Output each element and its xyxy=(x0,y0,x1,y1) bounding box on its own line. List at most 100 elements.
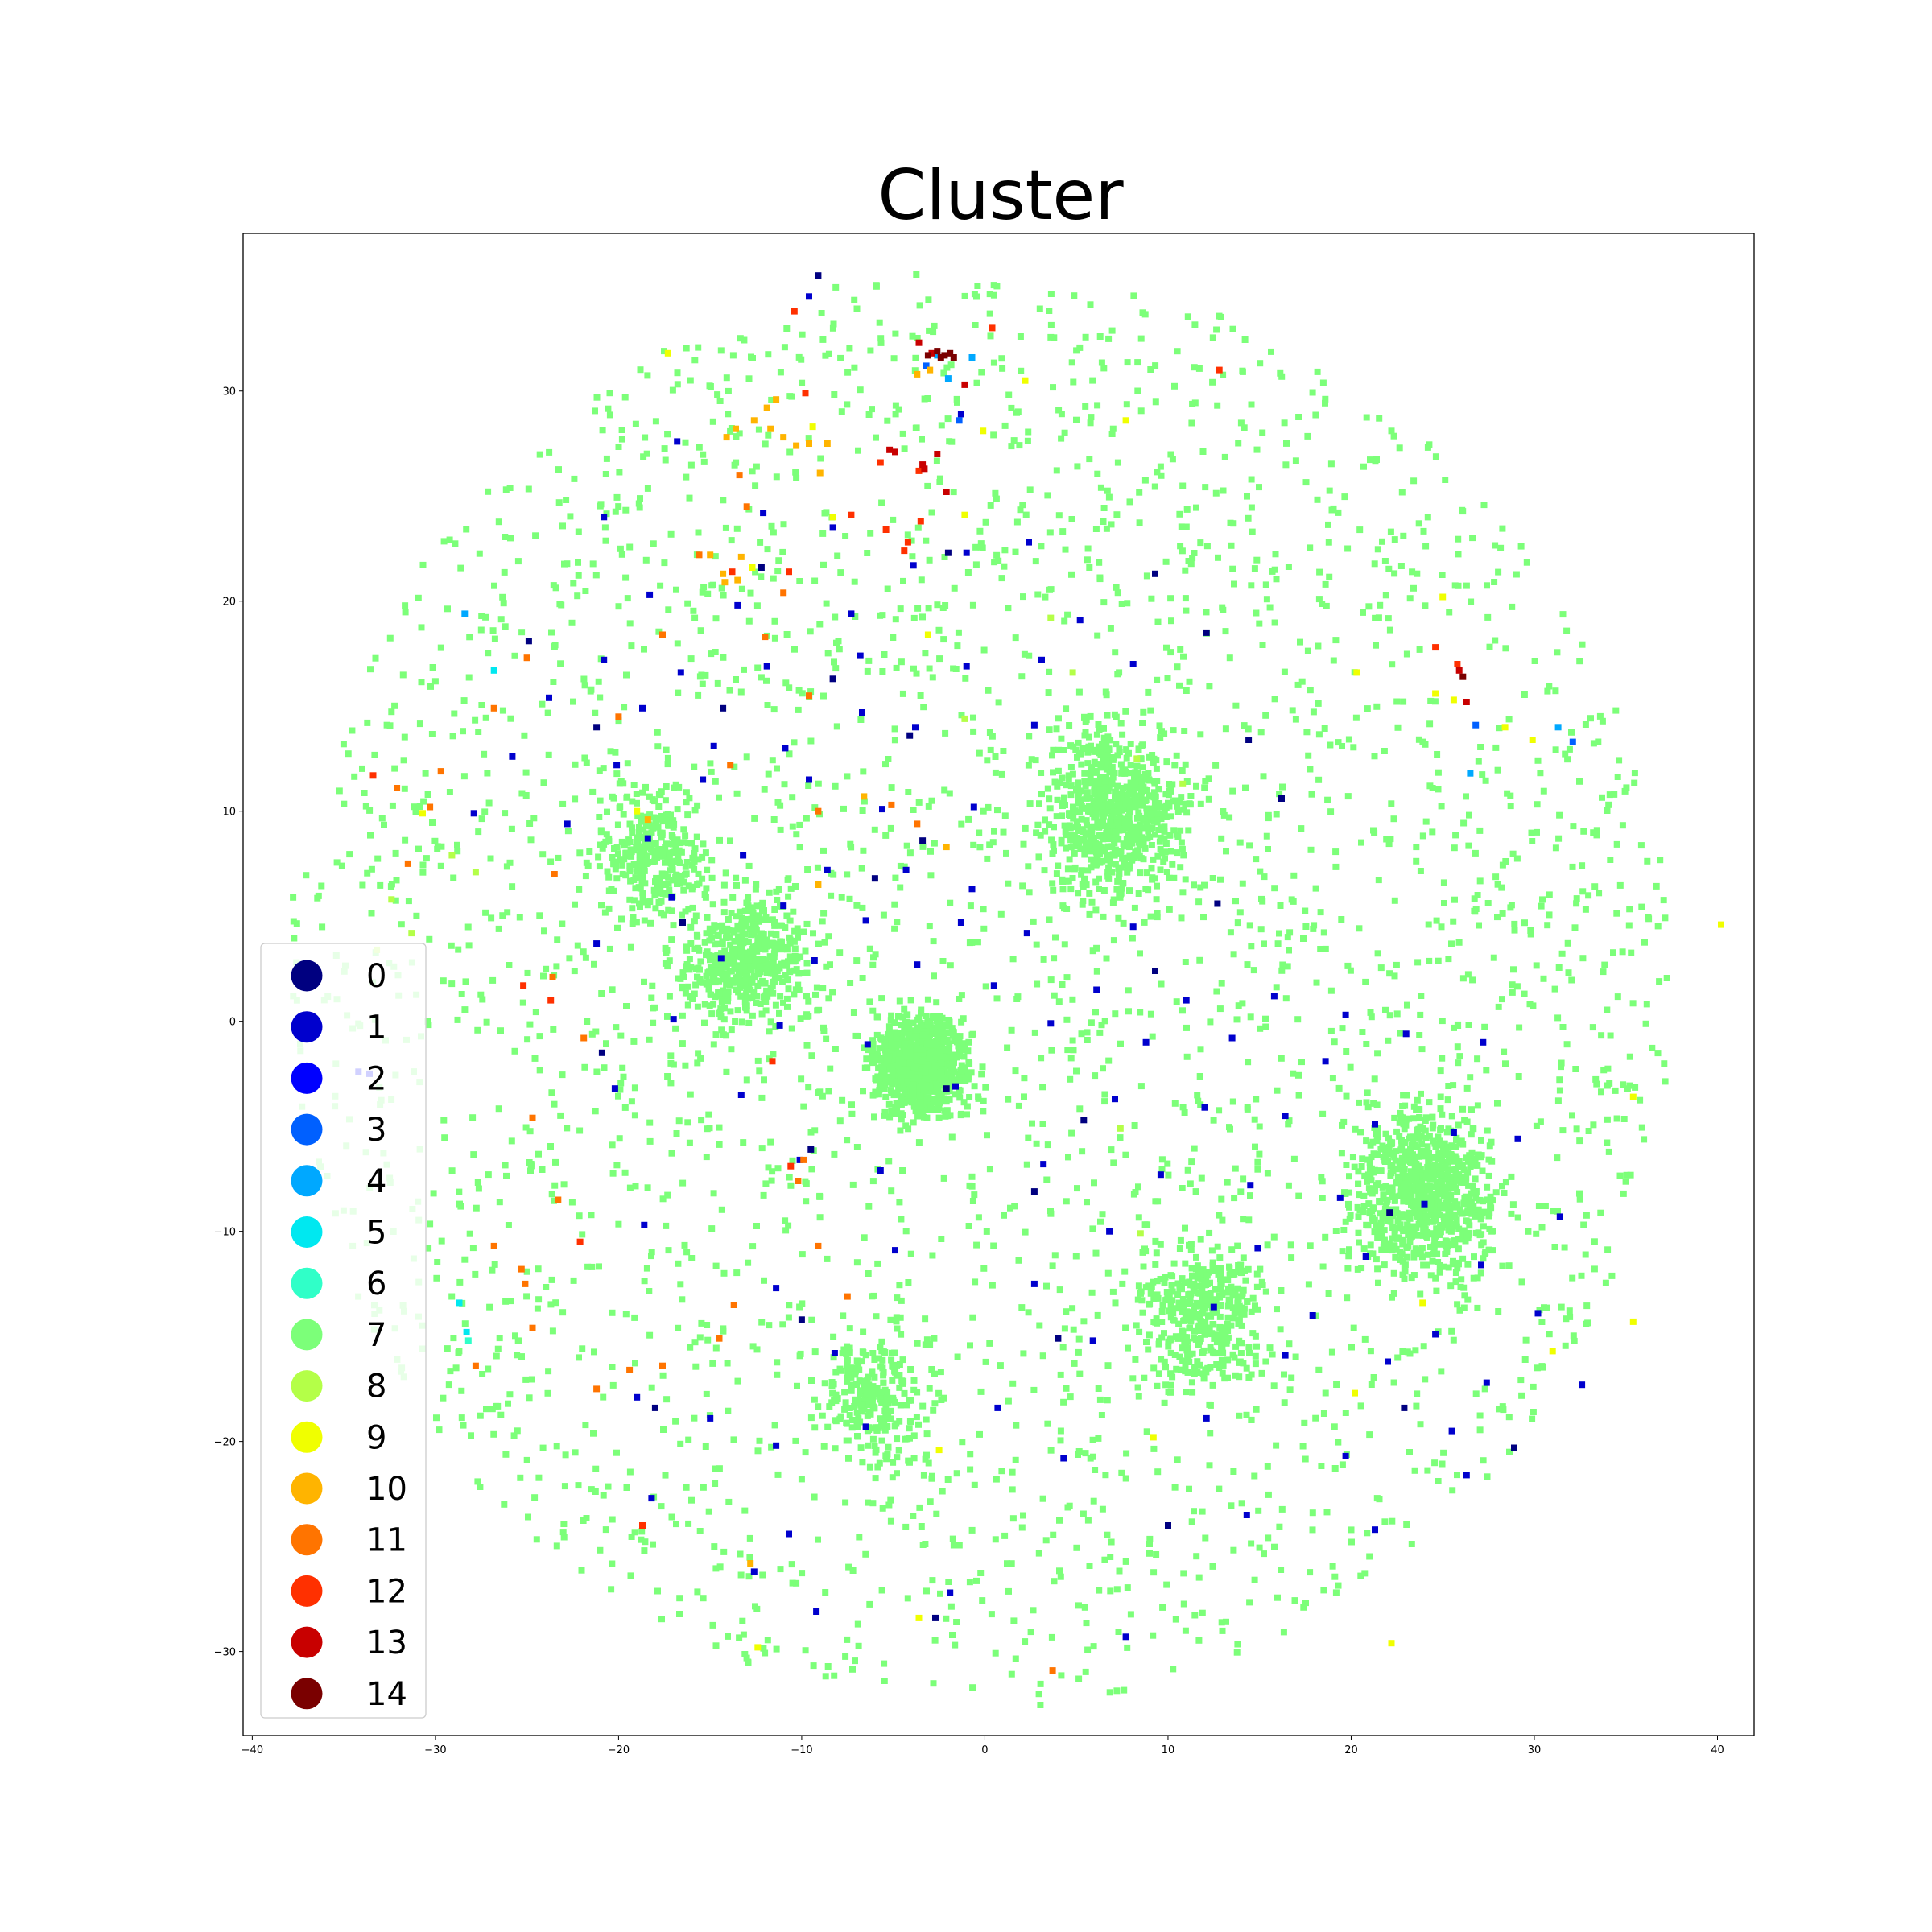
point-cluster-7 xyxy=(931,972,937,980)
point-cluster-7 xyxy=(1131,1122,1138,1129)
point-cluster-7 xyxy=(919,436,925,443)
point-cluster-7 xyxy=(1523,559,1530,566)
point-cluster-7 xyxy=(714,391,721,398)
point-cluster-7 xyxy=(725,1498,733,1505)
point-cluster-7 xyxy=(437,644,444,651)
point-cluster-7 xyxy=(1037,1680,1044,1687)
point-cluster-7 xyxy=(1558,950,1566,957)
point-cluster-7 xyxy=(714,940,721,947)
point-cluster-7 xyxy=(984,757,991,764)
point-cluster-7 xyxy=(548,1089,555,1096)
point-cluster-7 xyxy=(445,1381,452,1389)
point-cluster-7 xyxy=(612,865,619,873)
point-cluster-7 xyxy=(1130,292,1137,299)
point-cluster-7 xyxy=(907,1250,914,1257)
point-cluster-7 xyxy=(718,1026,725,1034)
point-cluster-7 xyxy=(1053,467,1060,474)
point-cluster-7 xyxy=(547,1301,555,1308)
point-cluster-7 xyxy=(455,946,462,953)
point-cluster-7 xyxy=(1042,816,1048,824)
point-cluster-7 xyxy=(952,1091,959,1098)
point-cluster-7 xyxy=(953,395,960,402)
point-cluster-7 xyxy=(1051,847,1057,854)
point-cluster-7 xyxy=(703,972,710,980)
point-cluster-7 xyxy=(774,1371,781,1378)
point-cluster-7 xyxy=(1141,477,1149,484)
point-cluster-7 xyxy=(886,1501,893,1509)
point-cluster-7 xyxy=(998,575,1005,582)
point-cluster-7 xyxy=(1126,808,1133,815)
point-cluster-7 xyxy=(1494,1100,1501,1107)
point-cluster-7 xyxy=(898,1033,906,1040)
point-cluster-7 xyxy=(619,1064,626,1071)
point-cluster-7 xyxy=(1324,796,1331,803)
point-cluster-7 xyxy=(1055,767,1062,774)
point-cluster-7 xyxy=(1180,1570,1187,1577)
point-cluster-7 xyxy=(869,1178,877,1185)
point-cluster-7 xyxy=(930,328,937,336)
point-cluster-7 xyxy=(550,1026,557,1033)
point-cluster-7 xyxy=(1180,1600,1187,1608)
point-cluster-7 xyxy=(975,1214,982,1221)
point-cluster-7 xyxy=(738,914,745,922)
point-cluster-7 xyxy=(1046,795,1053,803)
point-cluster-7 xyxy=(1096,559,1103,566)
point-cluster-7 xyxy=(820,1027,828,1034)
point-cluster-7 xyxy=(953,1033,960,1040)
point-cluster-7 xyxy=(770,959,777,966)
point-cluster-7 xyxy=(1034,821,1042,828)
point-cluster-7 xyxy=(694,1588,701,1596)
point-cluster-7 xyxy=(1156,838,1163,845)
point-cluster-7 xyxy=(1273,984,1280,991)
point-cluster-7 xyxy=(621,1104,629,1111)
point-cluster-7 xyxy=(1219,1216,1226,1224)
point-cluster-7 xyxy=(600,765,607,772)
point-cluster-7 xyxy=(545,1368,552,1375)
point-cluster-7 xyxy=(505,1222,512,1228)
point-cluster-7 xyxy=(1107,818,1114,825)
point-cluster-7 xyxy=(1528,829,1535,836)
point-cluster-7 xyxy=(1366,1431,1373,1439)
point-cluster-7 xyxy=(1529,838,1536,844)
point-cluster-7 xyxy=(589,788,597,795)
point-cluster-7 xyxy=(1534,1364,1541,1372)
point-cluster-7 xyxy=(556,601,564,608)
point-cluster-7 xyxy=(919,1050,926,1057)
point-cluster-7 xyxy=(1565,969,1572,976)
point-cluster-7 xyxy=(723,980,730,988)
point-cluster-7 xyxy=(1249,528,1256,535)
point-cluster-7 xyxy=(509,883,516,890)
point-cluster-7 xyxy=(1152,831,1158,838)
point-cluster-7 xyxy=(1216,1485,1223,1492)
point-cluster-7 xyxy=(1144,869,1150,877)
point-cluster-7 xyxy=(749,468,756,475)
point-cluster-7 xyxy=(1149,874,1156,881)
point-cluster-7 xyxy=(738,921,745,928)
point-cluster-7 xyxy=(1098,1412,1105,1418)
point-cluster-7 xyxy=(596,814,603,820)
point-cluster-7 xyxy=(866,998,873,1005)
point-cluster-7 xyxy=(437,862,444,869)
point-cluster-7 xyxy=(448,1167,456,1174)
point-cluster-7 xyxy=(1009,1486,1016,1493)
point-cluster-7 xyxy=(741,336,748,344)
point-cluster-7 xyxy=(1530,1002,1537,1009)
point-cluster-7 xyxy=(1209,334,1216,341)
point-cluster-7 xyxy=(953,1054,960,1061)
point-cluster-7 xyxy=(612,508,619,515)
point-cluster-7 xyxy=(931,1335,938,1342)
point-cluster-7 xyxy=(893,1062,900,1069)
point-cluster-7 xyxy=(1292,1353,1299,1360)
point-cluster-7 xyxy=(1220,606,1227,613)
point-cluster-7 xyxy=(571,968,578,975)
point-cluster-7 xyxy=(837,569,844,576)
point-cluster-7 xyxy=(1046,805,1054,812)
point-cluster-7 xyxy=(441,1134,448,1141)
point-cluster-7 xyxy=(1576,1137,1583,1145)
point-cluster-7 xyxy=(937,1590,943,1597)
point-cluster-7 xyxy=(489,627,497,634)
point-cluster-7 xyxy=(884,1073,890,1080)
point-cluster-7 xyxy=(641,1278,648,1285)
point-cluster-7 xyxy=(803,1011,811,1018)
point-cluster-7 xyxy=(1322,395,1329,402)
